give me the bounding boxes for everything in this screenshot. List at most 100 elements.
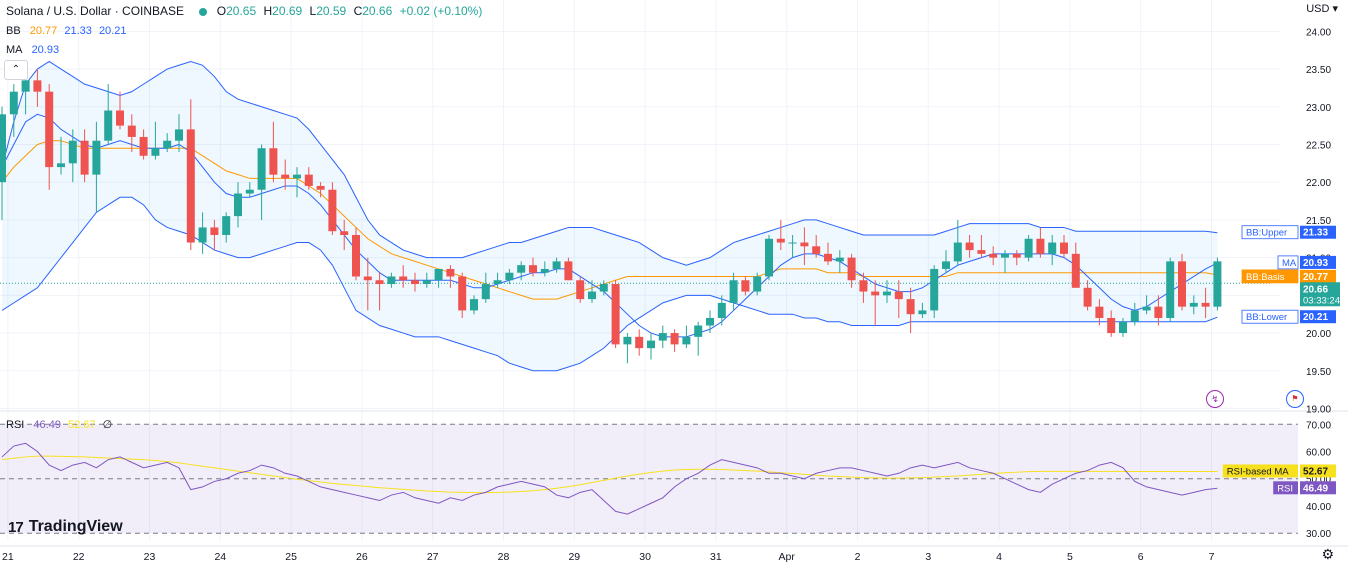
price-tag-name: BB:Basis [1246, 272, 1285, 283]
price-tag-value: 20.21 [1303, 312, 1328, 323]
candle-up [1166, 261, 1175, 318]
flag-icon[interactable]: ⚑ [1286, 390, 1304, 408]
candle-up [540, 268, 549, 273]
price-tick-label: 21.50 [1306, 216, 1331, 227]
tradingview-logo[interactable]: 17 TradingView [8, 518, 123, 536]
candle-down [1012, 253, 1021, 258]
ma-legend[interactable]: MA 20.93 [6, 44, 60, 56]
candle-up [470, 299, 478, 311]
candle-down [1154, 306, 1163, 318]
candle-up [883, 291, 891, 296]
candle-up [493, 280, 502, 285]
tradingview-logo-icon: 17 [8, 518, 24, 536]
settings-gear-icon[interactable]: ⚙ [1321, 546, 1334, 562]
time-tick-label: 24 [214, 551, 226, 563]
candle-down [859, 280, 868, 292]
collapse-legend-button[interactable]: ⌃ [4, 60, 28, 80]
candle-down [977, 250, 986, 254]
rsi-tag-value-bg [1300, 464, 1336, 478]
candle-down [824, 253, 832, 262]
candle-down [446, 268, 455, 277]
candle-down [965, 242, 974, 251]
price-tag-value-bg [1300, 310, 1336, 324]
candle-down [33, 80, 42, 92]
bb-legend[interactable]: BB 20.77 21.33 20.21 [6, 25, 127, 37]
candle-down [186, 129, 195, 243]
candle-down [1071, 253, 1080, 288]
price-tag-name-bg [1241, 225, 1299, 240]
time-tick-label: 5 [1067, 551, 1073, 563]
candle-up [1130, 310, 1139, 322]
candle-down [340, 231, 349, 235]
price-axis-tag-bblower: BB:Lower 20.21 [1241, 309, 1336, 324]
bb-basis-line [1, 140, 1218, 300]
rsi-legend[interactable]: RSI 46.49 52.67 ∅ [6, 419, 113, 431]
candle-up [765, 238, 773, 277]
candle-up [92, 140, 101, 175]
rsi-tag-name-bg [1273, 481, 1298, 495]
candle-down [800, 242, 809, 247]
time-tick-label: 3 [925, 551, 931, 563]
candle-up [694, 325, 703, 337]
candle-up [151, 148, 160, 156]
price-tag-value: 20.77 [1303, 272, 1328, 283]
candle-up [422, 280, 431, 285]
price-tag-name: MA [1282, 258, 1297, 269]
candle-down [352, 234, 360, 277]
candle-up [163, 140, 172, 149]
lightning-icon[interactable]: ↯ [1206, 390, 1224, 408]
candle-down [45, 91, 54, 168]
symbol-title: Solana / U.S. Dollar · COINBASE [6, 4, 185, 18]
candle-down [363, 276, 372, 281]
currency-selector[interactable]: USD ▾ [1306, 3, 1338, 15]
price-tag-value-bg [1300, 255, 1336, 269]
rsi-line [1, 442, 1218, 515]
time-tick-label: 23 [144, 551, 156, 563]
candle-down [1201, 302, 1210, 307]
bb-band-fill [2, 61, 1218, 371]
price-tick-label: 22.00 [1306, 178, 1331, 189]
candle-up [21, 80, 30, 92]
candle-up [245, 189, 254, 194]
last-price-tag-bg [1300, 282, 1340, 307]
candle-up [175, 129, 183, 141]
price-axis-tag-bbbasis: BB:Basis 20.77 [1241, 269, 1336, 284]
price-tick-label: 19.50 [1306, 367, 1331, 378]
price-tag-value: 20.93 [1303, 258, 1328, 269]
candle-up [104, 110, 113, 141]
candle-down [281, 174, 290, 179]
price-tag-name: BB:Lower [1246, 312, 1287, 323]
candle-up [0, 114, 6, 183]
rsi-tick-label: 60.00 [1306, 447, 1331, 458]
rsi-tag-value-bg [1300, 481, 1336, 495]
candle-up [1048, 242, 1057, 254]
candle-down [304, 174, 313, 186]
candle-up [1119, 321, 1127, 334]
ma-value: 20.93 [31, 44, 60, 56]
price-tag-value: 21.33 [1303, 228, 1328, 239]
time-tick-label: 27 [427, 551, 439, 563]
candle-down [847, 257, 856, 281]
rsi-ma-value: 52.67 [68, 419, 96, 431]
bb-basis-value: 20.77 [29, 25, 58, 37]
rsi-value: 46.49 [33, 419, 61, 431]
candle-down [776, 238, 785, 243]
rsi-tag-name: RSI-based MA [1227, 466, 1289, 477]
rsi-tag-value: 52.67 [1303, 466, 1328, 477]
price-tick-label: 20.00 [1306, 329, 1331, 340]
candle-up [9, 91, 18, 115]
candle-up [729, 280, 738, 303]
candle-up [481, 284, 490, 300]
rsi-ma-line [1, 455, 1218, 494]
candle-up [57, 163, 65, 168]
candle-up [942, 261, 950, 269]
rsi-tick-label: 70.00 [1306, 420, 1331, 431]
candle-down [399, 276, 408, 281]
candle-down [576, 280, 585, 300]
price-axis-tag-bbupper: BB:Upper 21.33 [1241, 225, 1336, 240]
candle-up [257, 148, 266, 190]
candle-down [906, 299, 915, 315]
bb-upper-value: 21.33 [64, 25, 92, 37]
candle-down [635, 336, 644, 349]
